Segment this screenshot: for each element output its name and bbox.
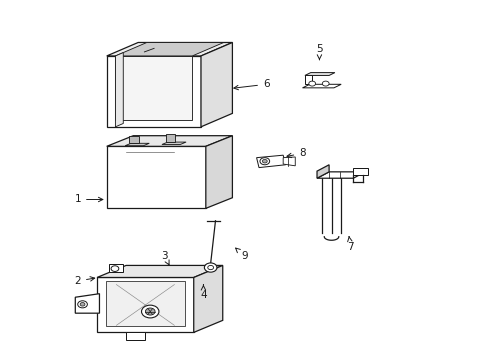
- Circle shape: [260, 158, 269, 165]
- Polygon shape: [256, 155, 285, 168]
- Polygon shape: [129, 135, 139, 143]
- Polygon shape: [97, 278, 193, 332]
- Polygon shape: [352, 168, 367, 175]
- Circle shape: [111, 266, 119, 271]
- Text: 5: 5: [315, 44, 322, 59]
- Polygon shape: [201, 42, 232, 127]
- Circle shape: [308, 81, 315, 86]
- Circle shape: [207, 265, 213, 270]
- Polygon shape: [109, 264, 122, 272]
- Circle shape: [322, 81, 328, 86]
- Polygon shape: [106, 136, 232, 146]
- Circle shape: [262, 159, 266, 163]
- Text: 6: 6: [233, 79, 269, 90]
- Polygon shape: [105, 281, 184, 326]
- Text: 8: 8: [286, 148, 305, 158]
- Polygon shape: [115, 42, 223, 56]
- Polygon shape: [106, 146, 205, 208]
- Circle shape: [78, 301, 87, 308]
- Polygon shape: [165, 134, 175, 142]
- Polygon shape: [302, 84, 341, 88]
- Text: 1: 1: [74, 194, 102, 204]
- Polygon shape: [125, 143, 149, 146]
- Polygon shape: [75, 294, 99, 313]
- Polygon shape: [283, 157, 295, 166]
- Polygon shape: [316, 165, 328, 178]
- Text: 9: 9: [235, 248, 247, 261]
- Polygon shape: [115, 53, 123, 127]
- Text: 7: 7: [347, 237, 353, 252]
- Circle shape: [141, 305, 159, 318]
- Circle shape: [80, 302, 85, 306]
- Polygon shape: [106, 56, 201, 127]
- Polygon shape: [162, 142, 186, 144]
- Text: 3: 3: [161, 251, 169, 265]
- Polygon shape: [115, 56, 192, 121]
- Polygon shape: [305, 73, 334, 76]
- Polygon shape: [126, 332, 145, 339]
- Polygon shape: [106, 42, 232, 56]
- Polygon shape: [316, 172, 365, 178]
- Polygon shape: [97, 265, 223, 278]
- Polygon shape: [205, 136, 232, 208]
- Polygon shape: [305, 76, 311, 84]
- Circle shape: [145, 308, 155, 315]
- Circle shape: [204, 263, 217, 272]
- Text: 4: 4: [200, 285, 206, 300]
- Text: 2: 2: [74, 276, 95, 286]
- Polygon shape: [193, 265, 223, 332]
